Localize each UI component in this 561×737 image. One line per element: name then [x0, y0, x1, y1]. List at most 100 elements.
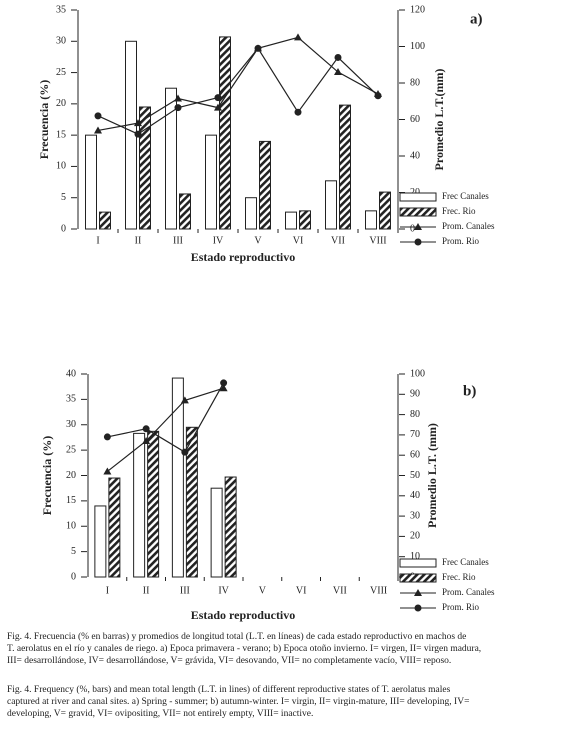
y-tick-label: 15	[56, 129, 66, 140]
y2-tick-label: 60	[410, 449, 420, 460]
legend-label: Frec. Rio	[442, 206, 476, 216]
bar	[94, 505, 107, 578]
y2-tick-label: 120	[410, 4, 425, 15]
caption-line: Fig. 4. Frequency (%, bars) and mean tot…	[7, 684, 451, 695]
x-tick-label: III	[180, 585, 190, 596]
bar	[108, 477, 121, 578]
point	[94, 112, 102, 120]
y2-axis-title: Promedio L.T. (mm)	[425, 423, 439, 528]
y-axis-title: Frecuencia (%)	[37, 80, 51, 159]
bar	[179, 193, 191, 230]
y2-tick-label: 80	[410, 77, 420, 88]
x-tick-label: VII	[333, 585, 347, 596]
point	[94, 126, 102, 134]
bar	[139, 106, 151, 230]
point	[294, 108, 302, 116]
legend-marker	[414, 223, 422, 230]
y-tick-label: 10	[56, 161, 66, 172]
y-tick-label: 20	[56, 98, 66, 109]
x-tick-label: V	[254, 235, 262, 246]
bar	[299, 210, 311, 230]
x-tick-label: I	[106, 585, 109, 596]
legend-marker	[414, 604, 422, 612]
caption-line: T. aerolatus en el río y canales de rieg…	[7, 643, 481, 654]
bar	[245, 197, 257, 230]
point	[103, 433, 111, 441]
point	[214, 94, 222, 102]
y2-tick-label: 0	[410, 223, 415, 234]
bar	[171, 377, 184, 578]
y2-tick-label: 40	[410, 490, 420, 501]
point	[374, 92, 382, 100]
legend-swatch	[399, 558, 437, 568]
y2-axis-title: Promedio L.T.(mm)	[432, 69, 446, 171]
bar	[325, 180, 337, 230]
y-tick-label: 25	[56, 67, 66, 78]
x-tick-label: VI	[296, 585, 307, 596]
legend-marker	[414, 238, 422, 246]
y-tick-label: 5	[71, 546, 76, 557]
caption-line: Fig. 4. Frecuencia (% en barras) y prome…	[7, 631, 466, 642]
point	[334, 68, 342, 76]
y2-tick-label: 100	[410, 368, 425, 379]
x-axis-title: Estado reproductivo	[191, 608, 296, 622]
legend-label: Frec. Rio	[442, 572, 476, 582]
x-tick-label: VII	[331, 235, 345, 246]
line	[97, 47, 379, 135]
panel-label: a)	[470, 11, 483, 27]
legend-swatch	[399, 192, 437, 202]
legend-marker	[414, 589, 422, 596]
caption-line: III= desarrollándose, IV= desarrollándos…	[7, 656, 451, 666]
legend-label: Prom. Rio	[442, 602, 480, 612]
line	[107, 382, 225, 453]
bar	[99, 211, 111, 230]
legend-label: Prom. Rio	[442, 236, 480, 246]
bar	[339, 104, 351, 230]
bar	[85, 134, 97, 230]
x-axis-title: Estado reproductivo	[191, 250, 296, 264]
legend-swatch	[399, 207, 437, 217]
point	[334, 53, 342, 61]
caption-line: developing, V= gravid, VI= ovipositing, …	[7, 709, 313, 719]
x-tick-label: IV	[218, 585, 229, 596]
y-tick-label: 0	[61, 223, 66, 234]
legend-label: Prom. Canales	[442, 221, 495, 231]
y-tick-label: 35	[56, 4, 66, 15]
y-tick-label: 0	[71, 571, 76, 582]
bar	[165, 87, 177, 230]
point	[220, 379, 228, 387]
y-tick-label: 5	[61, 192, 66, 203]
panel-label: b)	[463, 383, 476, 399]
x-tick-label: V	[259, 585, 267, 596]
y2-tick-label: 70	[410, 429, 420, 440]
x-tick-label: VI	[293, 235, 304, 246]
x-tick-label: I	[96, 235, 99, 246]
y-tick-label: 25	[66, 444, 76, 455]
bar	[147, 430, 160, 578]
point	[134, 119, 142, 127]
bar	[224, 476, 237, 578]
y-axis-title: Frecuencia (%)	[40, 436, 54, 515]
x-tick-label: II	[143, 585, 150, 596]
line	[107, 387, 224, 472]
y2-tick-label: 10	[410, 551, 420, 562]
x-tick-label: III	[173, 235, 183, 246]
bar	[365, 210, 377, 230]
x-tick-label: II	[135, 235, 142, 246]
point	[142, 425, 150, 433]
x-tick-label: VIII	[370, 585, 387, 596]
bar	[185, 426, 198, 578]
y-tick-label: 30	[66, 419, 76, 430]
y2-tick-label: 20	[410, 187, 420, 198]
x-tick-label: VIII	[369, 235, 386, 246]
point	[174, 94, 182, 102]
legend-label: Frec Canales	[442, 557, 489, 567]
bar	[285, 211, 297, 230]
point	[180, 396, 189, 404]
y2-tick-label: 40	[410, 150, 420, 161]
point	[103, 467, 112, 475]
y2-tick-label: 90	[410, 389, 420, 400]
bar	[210, 487, 223, 578]
y2-tick-label: 30	[410, 510, 420, 521]
